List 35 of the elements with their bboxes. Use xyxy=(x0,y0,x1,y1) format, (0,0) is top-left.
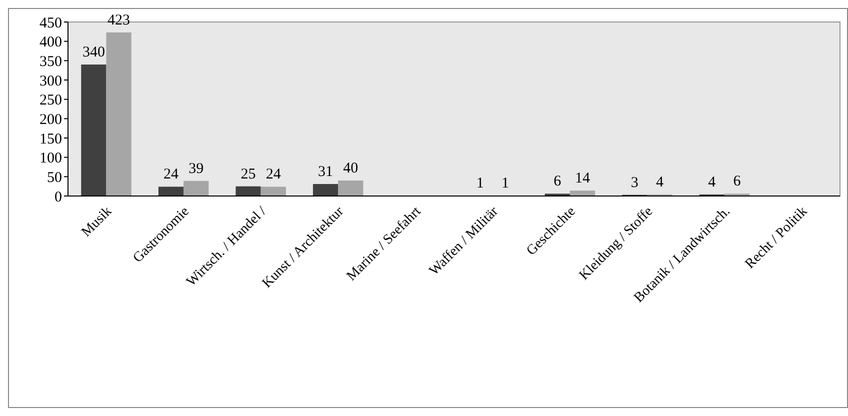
y-tick-label: 150 xyxy=(40,131,62,148)
bar xyxy=(312,184,338,196)
data-label: 25 xyxy=(240,166,256,182)
data-label: 4 xyxy=(656,174,664,190)
y-tick-label: 450 xyxy=(40,15,62,32)
bar xyxy=(236,186,261,196)
bar xyxy=(81,64,106,196)
data-label: 24 xyxy=(163,166,179,183)
data-label: 31 xyxy=(318,164,334,180)
y-tick-label: 250 xyxy=(40,92,62,109)
data-label: 423 xyxy=(108,12,130,28)
y-tick-label: 400 xyxy=(40,34,62,51)
y-tick-label: 300 xyxy=(40,73,62,90)
y-tick-label: 200 xyxy=(40,112,62,128)
bar xyxy=(106,32,132,196)
data-label: 6 xyxy=(733,174,742,190)
y-tick-label: 350 xyxy=(40,54,62,70)
data-label: 6 xyxy=(554,174,562,190)
data-label: 40 xyxy=(343,160,358,177)
data-label: 1 xyxy=(476,176,484,192)
data-label: 39 xyxy=(188,160,204,177)
data-label: 4 xyxy=(708,174,716,190)
bar xyxy=(184,180,209,196)
y-tick-label: 0 xyxy=(54,189,62,206)
data-label: 1 xyxy=(501,176,509,192)
data-label: 3 xyxy=(630,174,638,191)
y-tick-label: 100 xyxy=(40,150,62,167)
bar xyxy=(158,186,184,196)
bar xyxy=(260,186,286,196)
data-label: 14 xyxy=(574,170,590,187)
data-label: 340 xyxy=(82,44,105,61)
data-label: 24 xyxy=(266,166,282,183)
bar xyxy=(338,180,364,196)
y-tick-label: 50 xyxy=(47,170,62,186)
bar xyxy=(570,190,596,196)
